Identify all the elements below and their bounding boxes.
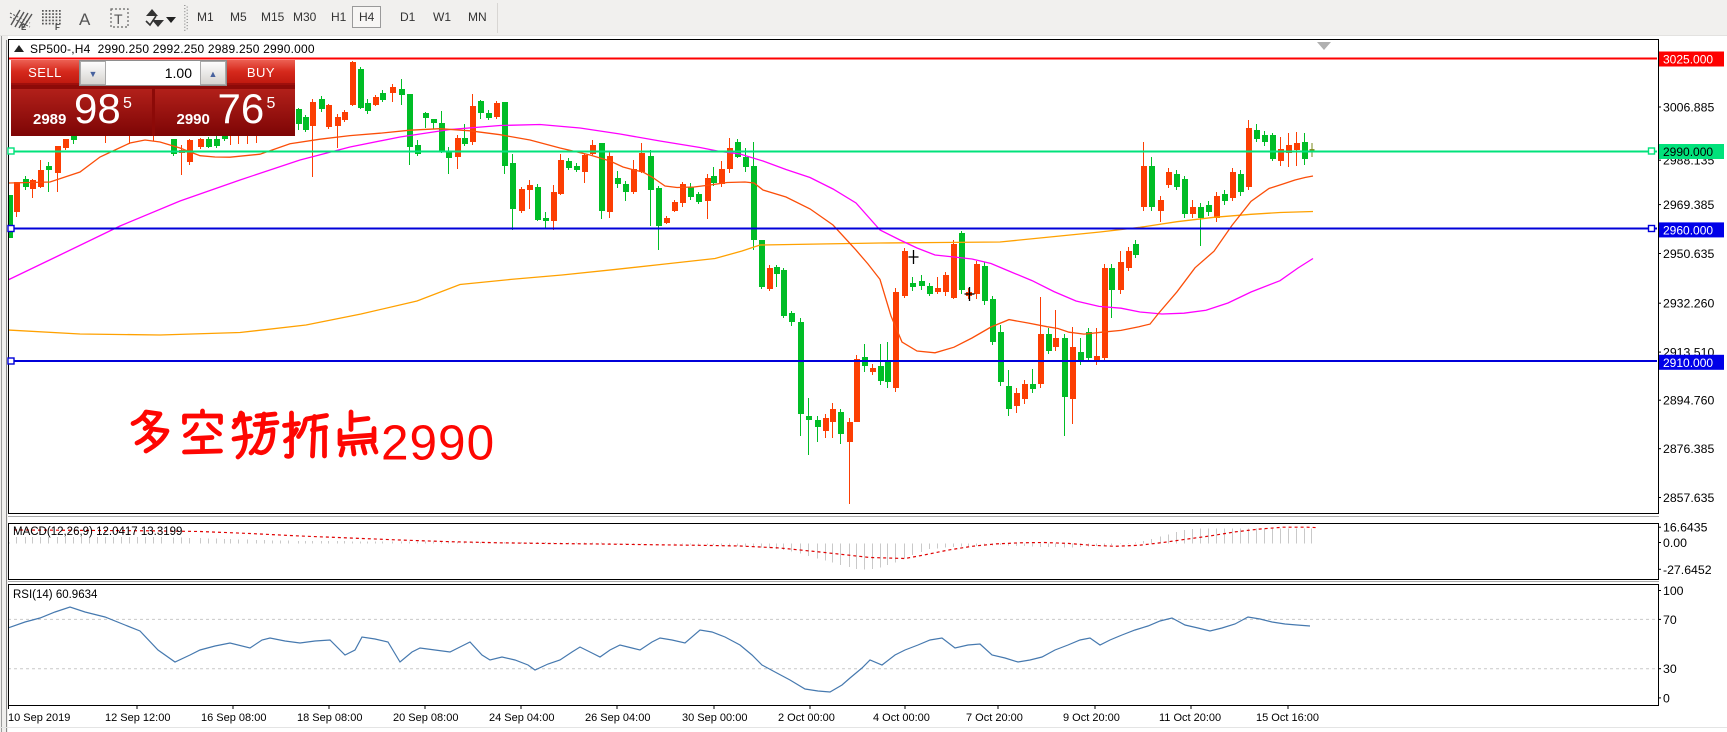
svg-text:2857.635: 2857.635 bbox=[1663, 491, 1714, 505]
svg-text:11 Oct 20:00: 11 Oct 20:00 bbox=[1159, 712, 1221, 724]
svg-text:7 Oct 20:00: 7 Oct 20:00 bbox=[966, 712, 1023, 724]
svg-text:15 Oct 16:00: 15 Oct 16:00 bbox=[1256, 712, 1319, 724]
svg-text:24 Sep 04:00: 24 Sep 04:00 bbox=[489, 712, 554, 724]
svg-text:0.00: 0.00 bbox=[1663, 536, 1687, 550]
svg-text:2990.000: 2990.000 bbox=[1663, 145, 1713, 159]
svg-text:20 Sep 08:00: 20 Sep 08:00 bbox=[393, 712, 458, 724]
svg-text:-27.6452: -27.6452 bbox=[1663, 563, 1712, 577]
svg-text:2932.260: 2932.260 bbox=[1663, 297, 1714, 311]
svg-text:3006.885: 3006.885 bbox=[1663, 101, 1714, 115]
svg-text:RSI(14) 60.9634: RSI(14) 60.9634 bbox=[13, 589, 98, 601]
svg-text:2 Oct 00:00: 2 Oct 00:00 bbox=[778, 712, 835, 724]
svg-text:2910.000: 2910.000 bbox=[1663, 356, 1713, 370]
svg-text:T: T bbox=[114, 11, 123, 27]
svg-text:4 Oct 00:00: 4 Oct 00:00 bbox=[873, 712, 930, 724]
svg-text:2990: 2990 bbox=[381, 416, 495, 470]
svg-text:9 Oct 20:00: 9 Oct 20:00 bbox=[1063, 712, 1120, 724]
svg-text:2876.385: 2876.385 bbox=[1663, 442, 1714, 456]
svg-text:SP500-,H4 2990.250 2992.250 2: SP500-,H4 2990.250 2992.250 2989.250 299… bbox=[30, 42, 315, 56]
svg-text:26 Sep 04:00: 26 Sep 04:00 bbox=[585, 712, 650, 724]
svg-text:0: 0 bbox=[1663, 691, 1670, 705]
svg-text:70: 70 bbox=[1663, 613, 1677, 627]
svg-text:A: A bbox=[79, 10, 91, 29]
svg-text:12 Sep 12:00: 12 Sep 12:00 bbox=[105, 712, 170, 724]
svg-text:MACD(12,26,9) 12.0417 13.3199: MACD(12,26,9) 12.0417 13.3199 bbox=[13, 526, 182, 538]
svg-text:2960.000: 2960.000 bbox=[1663, 223, 1713, 237]
svg-text:2950.635: 2950.635 bbox=[1663, 247, 1714, 261]
svg-text:2969.385: 2969.385 bbox=[1663, 198, 1714, 212]
svg-text:16 Sep 08:00: 16 Sep 08:00 bbox=[201, 712, 266, 724]
svg-text:16.6435: 16.6435 bbox=[1663, 521, 1708, 535]
svg-text:30: 30 bbox=[1663, 662, 1677, 676]
svg-text:E: E bbox=[21, 23, 27, 32]
svg-text:2894.760: 2894.760 bbox=[1663, 394, 1714, 408]
svg-text:F: F bbox=[55, 23, 60, 32]
svg-text:100: 100 bbox=[1663, 584, 1684, 598]
svg-text:30 Sep 00:00: 30 Sep 00:00 bbox=[682, 712, 747, 724]
svg-text:3025.000: 3025.000 bbox=[1663, 53, 1713, 67]
svg-text:18 Sep 08:00: 18 Sep 08:00 bbox=[297, 712, 362, 724]
svg-text:10 Sep 2019: 10 Sep 2019 bbox=[8, 712, 70, 724]
